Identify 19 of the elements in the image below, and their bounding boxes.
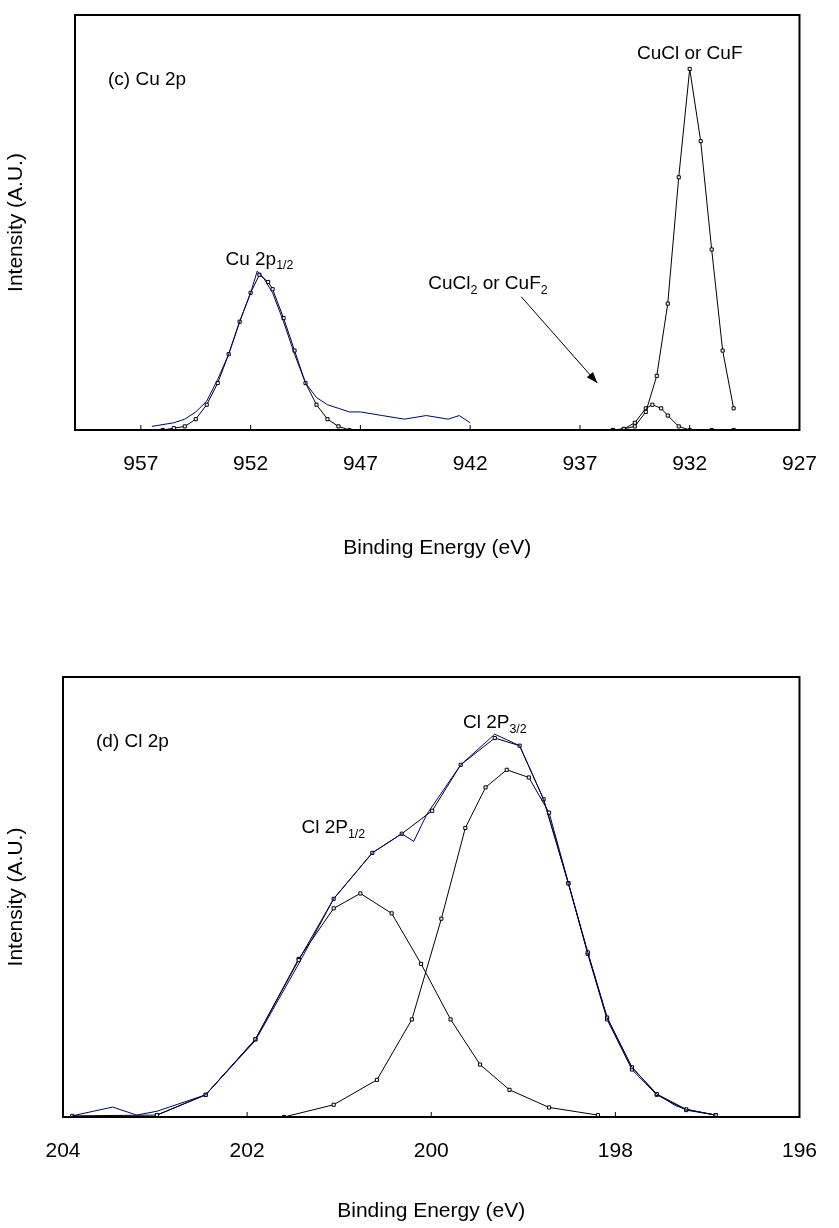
annotation: CuCl or CuF: [636, 41, 743, 63]
chart-title: (c) Cu 2p: [108, 68, 187, 89]
x-tick-label: 932: [672, 451, 708, 475]
x-axis-title: Binding Energy (eV): [343, 535, 532, 559]
x-tick-label: 200: [413, 1138, 449, 1162]
x-tick-label: 937: [562, 451, 598, 475]
x-tick-label: 202: [229, 1138, 265, 1162]
x-tick-label: 952: [233, 451, 269, 475]
y-axis-title: Intensity (A.U.): [3, 827, 27, 967]
x-tick-label: 196: [781, 1138, 817, 1162]
x-tick-label: 947: [342, 451, 378, 475]
x-tick-label: 204: [45, 1138, 81, 1162]
x-axis-title: Binding Energy (eV): [337, 1198, 526, 1222]
x-tick-label: 198: [597, 1138, 633, 1162]
chart-title: (d) Cl 2p: [96, 730, 169, 751]
x-tick-label: 927: [781, 451, 817, 475]
x-tick-label: 942: [452, 451, 488, 475]
y-axis-title: Intensity (A.U.): [3, 153, 27, 292]
x-tick-label: 957: [123, 451, 159, 475]
